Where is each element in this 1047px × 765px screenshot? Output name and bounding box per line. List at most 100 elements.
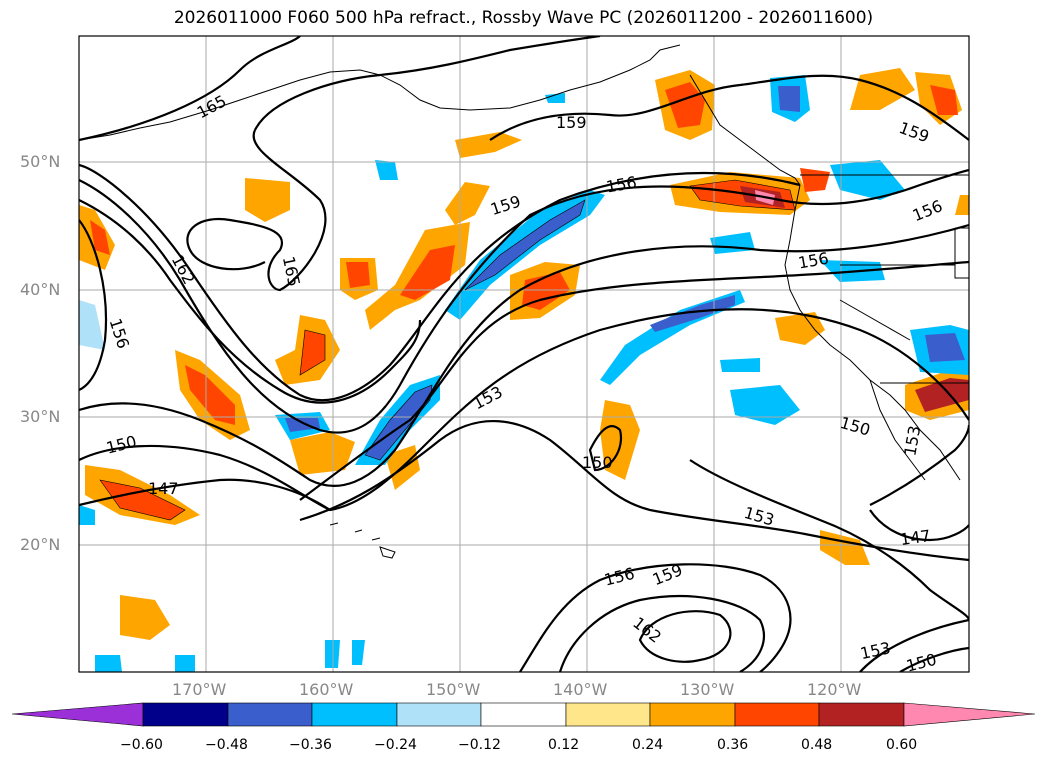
negative-anomaly xyxy=(730,385,800,425)
positive-anomaly xyxy=(930,85,958,115)
colorbar-bin xyxy=(142,702,229,727)
anomaly-shading xyxy=(79,68,969,672)
negative-anomaly xyxy=(175,655,195,672)
negative-anomaly xyxy=(285,418,320,432)
contour-156 xyxy=(519,563,792,672)
negative-anomaly xyxy=(710,232,755,254)
map-title: 2026011000 F060 500 hPa refract., Rossby… xyxy=(173,8,874,28)
map-grid xyxy=(79,36,969,672)
lat-label-30n: 30°N xyxy=(20,407,61,426)
lon-label-140w: 140°W xyxy=(553,680,608,699)
colorbar-bin xyxy=(480,702,567,727)
lon-label-130w: 130°W xyxy=(680,680,735,699)
colorbar-tick: −0.12 xyxy=(458,737,501,753)
contour-label: 159 xyxy=(897,118,932,146)
contour-label: 156 xyxy=(106,316,134,351)
negative-anomaly xyxy=(95,655,122,672)
map-frame xyxy=(78,35,970,673)
height-contours xyxy=(79,36,969,672)
colorbar-tick: 0.48 xyxy=(801,737,833,753)
contour-label: 153 xyxy=(470,382,506,413)
colorbar-bin xyxy=(565,702,651,727)
colorbar-tick: −0.36 xyxy=(289,737,332,753)
colorbar-bin xyxy=(311,702,398,727)
lat-label-20n: 20°N xyxy=(20,535,61,554)
contour-165 xyxy=(186,129,327,292)
contour-153 xyxy=(299,260,969,501)
contour-147 xyxy=(869,509,969,542)
contour-label: 150 xyxy=(104,432,138,458)
colorbar xyxy=(11,702,1036,727)
contour-label: 150 xyxy=(582,453,613,472)
contour-150 xyxy=(588,425,623,472)
negative-anomaly xyxy=(650,295,735,332)
alaska-coast xyxy=(79,44,681,141)
lon-label-120w: 120°W xyxy=(807,680,862,699)
contour-150 xyxy=(299,420,969,562)
colorbar-tick: 0.60 xyxy=(886,737,918,753)
contour-165 xyxy=(79,36,301,142)
negative-anomaly xyxy=(925,333,965,362)
lon-label-150w: 150°W xyxy=(426,680,481,699)
positive-anomaly xyxy=(915,378,969,412)
lon-label-170w: 170°W xyxy=(172,680,227,699)
colorbar-bin xyxy=(734,702,820,727)
contour-165 xyxy=(254,36,601,131)
negative-anomaly xyxy=(465,200,585,290)
negative-anomaly xyxy=(79,505,95,525)
negative-anomaly xyxy=(545,93,565,103)
contour-147 xyxy=(869,424,969,506)
hawaii xyxy=(329,522,396,559)
baja xyxy=(869,379,926,481)
positive-anomaly xyxy=(850,68,915,110)
colorbar-bin xyxy=(227,702,313,727)
contour-159 xyxy=(79,163,801,402)
contour-150 xyxy=(899,646,969,672)
contour-label: 165 xyxy=(279,254,304,288)
colorbar-tick: −0.24 xyxy=(374,737,417,753)
contour-150 xyxy=(79,308,969,512)
contour-label: 156 xyxy=(797,249,830,273)
positive-anomaly xyxy=(665,82,705,128)
contour-162 xyxy=(79,199,422,404)
lat-label-40n: 40°N xyxy=(20,280,61,299)
positive-anomaly xyxy=(455,132,522,158)
coastlines xyxy=(79,44,969,559)
contour-159 xyxy=(489,74,969,141)
contour-156 xyxy=(79,168,969,434)
contour-156 xyxy=(79,219,108,392)
positive-anomaly xyxy=(775,312,825,345)
colorbar-bin xyxy=(649,702,736,727)
contour-162 xyxy=(638,610,732,663)
contour-label: 153 xyxy=(900,424,924,457)
colorbar-tick: 0.36 xyxy=(717,737,749,753)
positive-anomaly xyxy=(245,178,290,222)
lat-label-50n: 50°N xyxy=(20,152,61,171)
positive-anomaly xyxy=(120,595,170,640)
contour-label: 159 xyxy=(488,192,523,220)
colorbar-bin xyxy=(818,702,905,727)
colorbar-bin xyxy=(396,702,482,727)
contour-159 xyxy=(558,594,765,672)
bc-coast xyxy=(689,74,801,186)
contour-label: 162 xyxy=(629,613,665,647)
negative-anomaly xyxy=(375,160,398,180)
contour-label: 156 xyxy=(602,564,636,590)
contour-label: 156 xyxy=(910,196,945,225)
lon-label-160w: 160°W xyxy=(299,680,354,699)
state-border xyxy=(839,299,911,341)
positive-anomaly xyxy=(445,182,490,225)
contour-153 xyxy=(689,459,969,621)
contour-153 xyxy=(859,618,969,672)
negative-anomaly xyxy=(352,640,365,665)
anomaly-outlines xyxy=(99,179,796,521)
positive-anomaly xyxy=(346,262,370,288)
state-border xyxy=(954,227,969,279)
positive-anomaly xyxy=(100,480,185,520)
positive-anomaly xyxy=(955,195,969,215)
positive-anomaly xyxy=(800,168,830,192)
colorbar-tick: 0.24 xyxy=(632,737,664,753)
negative-anomaly xyxy=(720,358,760,372)
negative-anomaly xyxy=(830,160,905,200)
